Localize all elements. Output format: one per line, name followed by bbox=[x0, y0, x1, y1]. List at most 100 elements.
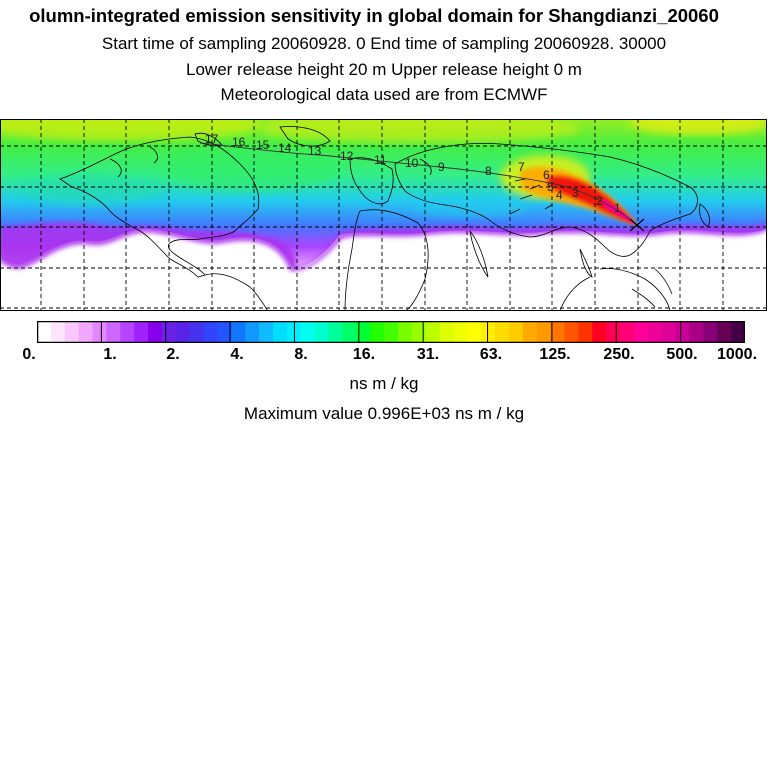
colorbar-tick-label: 63. bbox=[479, 346, 503, 363]
colorbar-cell bbox=[259, 321, 274, 343]
colorbar-units: ns m / kg bbox=[349, 374, 419, 393]
mid-latitude-green-zone bbox=[20, 173, 160, 205]
contour-label: 2 bbox=[596, 194, 603, 208]
contour-label: 4 bbox=[556, 188, 563, 202]
colorbar-cell bbox=[370, 321, 385, 343]
contour-label: 16 bbox=[232, 135, 246, 149]
contour-label: 17 bbox=[205, 132, 219, 146]
colorbar-cell bbox=[425, 321, 441, 343]
high-latitude-yellow-zone bbox=[260, 119, 580, 143]
colorbar-tick-label: 0. bbox=[22, 346, 36, 363]
contour-label: 10 bbox=[405, 156, 419, 170]
colorbar-tick-label: 16. bbox=[352, 346, 376, 363]
colorbar-tick-label: 8. bbox=[294, 346, 308, 363]
colorbar-cell bbox=[64, 321, 80, 343]
sampling-time-line: Start time of sampling 20060928. 0 End t… bbox=[101, 34, 667, 53]
contour-label: 11 bbox=[374, 153, 387, 167]
high-latitude-yellow-zone bbox=[630, 119, 767, 135]
colorbar-cell bbox=[175, 321, 191, 343]
colorbar-cell bbox=[592, 321, 607, 343]
colorbar-cell bbox=[731, 321, 746, 343]
colorbar-cell bbox=[217, 321, 232, 343]
colorbar-cell bbox=[273, 321, 288, 343]
maximum-value: Maximum value 0.996E+03 ns m / kg bbox=[243, 404, 525, 423]
colorbar-cell bbox=[245, 321, 260, 343]
contour-labels: 17 16 15 14 13 12 11 10 9 8 7 6 5 4 3 2 … bbox=[205, 132, 621, 215]
colorbar-tick-label: 2. bbox=[166, 346, 180, 363]
contour-label: 7 bbox=[518, 160, 525, 174]
contour-label: 13 bbox=[308, 144, 322, 158]
colorbar-cell bbox=[689, 321, 704, 343]
colorbar-cell bbox=[148, 321, 163, 343]
colorbar-cell bbox=[231, 321, 246, 343]
colorbar-cell bbox=[120, 321, 135, 343]
contour-label: 5 bbox=[547, 180, 554, 194]
colorbar-cell bbox=[134, 321, 149, 343]
colorbar-cell bbox=[606, 321, 621, 343]
colorbar-cell bbox=[509, 321, 524, 343]
colorbar-cell bbox=[633, 321, 649, 343]
colorbar-cell bbox=[37, 321, 52, 343]
colorbar-cell bbox=[620, 321, 635, 343]
contour-label: 3 bbox=[572, 186, 579, 200]
colorbar-tick-label: 500. bbox=[666, 346, 698, 363]
colorbar-tick-label: 1000. bbox=[716, 346, 758, 363]
colorbar-tick-label: 125. bbox=[539, 346, 571, 363]
colorbar-cell bbox=[564, 321, 580, 343]
colorbar-tick-label: 31. bbox=[416, 346, 440, 363]
colorbar-tick-label: 4. bbox=[230, 346, 244, 363]
colorbar-cell bbox=[328, 321, 344, 343]
colorbar-frame bbox=[36, 320, 746, 344]
mid-latitude-green-zone bbox=[160, 147, 340, 191]
high-latitude-yellow-zone bbox=[0, 119, 260, 141]
colorbar-cell bbox=[522, 321, 538, 343]
colorbar bbox=[36, 320, 746, 344]
contour-label: 9 bbox=[438, 160, 445, 174]
colorbar-cell bbox=[647, 321, 663, 343]
emission-sensitivity-map: 17 16 15 14 13 12 11 10 9 8 7 6 5 4 3 2 … bbox=[0, 119, 767, 311]
colorbar-cell bbox=[356, 321, 371, 343]
release-height-line: Lower release height 20 m Upper release … bbox=[186, 60, 582, 79]
contour-label: 8 bbox=[485, 164, 492, 178]
map-title: olumn-integrated emission sensitivity in… bbox=[29, 5, 719, 26]
contour-label: 12 bbox=[340, 149, 354, 163]
colorbar-cell bbox=[50, 321, 66, 343]
colorbar-cell bbox=[453, 321, 468, 343]
release-site-marker bbox=[629, 218, 645, 232]
contour-label: 14 bbox=[278, 141, 292, 155]
colorbar-cell bbox=[495, 321, 510, 343]
colorbar-tick-label: 250. bbox=[603, 346, 635, 363]
colorbar-cell bbox=[342, 321, 357, 343]
colorbar-cell bbox=[106, 321, 121, 343]
mid-latitude-cyan-zone bbox=[410, 197, 530, 217]
colorbar-cell bbox=[550, 321, 566, 343]
colorbar-cell bbox=[78, 321, 94, 343]
contour-label: 6 bbox=[543, 168, 550, 182]
trajectory-path bbox=[199, 142, 638, 226]
colorbar-cell bbox=[661, 321, 677, 343]
colorbar-cell bbox=[411, 321, 427, 343]
meteorological-data-line: Meteorological data used are from ECMWF bbox=[220, 85, 548, 104]
colorbar-cell bbox=[161, 321, 177, 343]
colorbar-cell bbox=[536, 321, 552, 343]
colorbar-tick-label: 1. bbox=[103, 346, 117, 363]
colorbar-tick-labels: 0. 1. 2. 4. 8. 16. 31. 63. 125. 250. 500… bbox=[0, 346, 768, 366]
colorbar-cell bbox=[384, 321, 399, 343]
colorbar-cell bbox=[675, 321, 691, 343]
colorbar-cell bbox=[203, 321, 219, 343]
colorbar-cell bbox=[92, 321, 108, 343]
colorbar-cell bbox=[439, 321, 455, 343]
colorbar-cell bbox=[467, 321, 482, 343]
map-frame bbox=[0, 119, 767, 311]
colorbar-cell bbox=[189, 321, 205, 343]
colorbar-cell bbox=[481, 321, 496, 343]
colorbar-cell bbox=[578, 321, 593, 343]
contour-label: 1 bbox=[614, 201, 621, 215]
coastlines bbox=[59, 126, 710, 311]
colorbar-cell bbox=[703, 321, 718, 343]
low-sensitivity-fringe bbox=[0, 221, 767, 272]
colorbar-cell bbox=[397, 321, 413, 343]
colorbar-cell bbox=[717, 321, 732, 343]
contour-label: 15 bbox=[256, 138, 270, 152]
colorbar-cell bbox=[314, 321, 330, 343]
